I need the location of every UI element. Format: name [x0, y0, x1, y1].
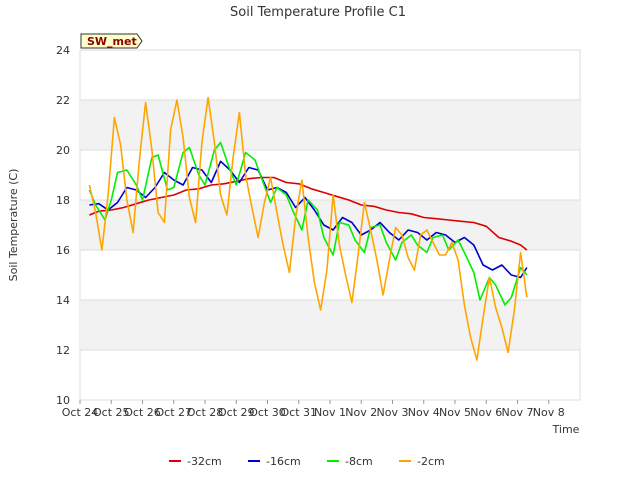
legend-label: -2cm: [417, 455, 445, 468]
y-tick-label: 24: [56, 44, 70, 57]
y-axis: 10 12 14 16 18 20 22 24: [56, 44, 70, 407]
x-tick-label: Oct 25: [93, 406, 130, 419]
x-tick-label: Oct 28: [187, 406, 224, 419]
x-tick-label: Nov 5: [439, 406, 471, 419]
x-tick-label: Nov 7: [502, 406, 534, 419]
y-tick-label: 16: [56, 244, 70, 257]
x-tick-label: Oct 26: [124, 406, 161, 419]
y-axis-title: Soil Temperature (C): [7, 169, 20, 282]
legend-label: -32cm: [187, 455, 222, 468]
badge-label: SW_met: [87, 35, 137, 48]
x-tick-label: Oct 29: [218, 406, 255, 419]
x-tick-label: Oct 30: [249, 406, 286, 419]
x-tick-label: Nov 2: [345, 406, 377, 419]
grid-band: [80, 100, 580, 150]
legend-label: -16cm: [266, 455, 301, 468]
chart-title: Soil Temperature Profile C1: [230, 5, 406, 20]
x-axis-title: Time: [552, 423, 580, 436]
x-tick-label: Nov 6: [470, 406, 502, 419]
y-tick-label: 22: [56, 94, 70, 107]
sw-met-badge: SW_met: [80, 33, 143, 49]
x-tick-label: Oct 24: [62, 406, 99, 419]
legend: -32cm -16cm -8cm -2cm: [169, 455, 445, 468]
x-tick-label: Nov 4: [408, 406, 440, 419]
legend-item: -16cm: [248, 455, 301, 468]
legend-item: -2cm: [399, 455, 445, 468]
y-tick-label: 18: [56, 194, 70, 207]
y-tick-label: 14: [56, 294, 70, 307]
badge-shape: [80, 33, 143, 49]
series-layer: [88, 96, 528, 361]
series-line-2cm: [88, 96, 528, 361]
x-tick-label: Oct 27: [155, 406, 192, 419]
plot-bands: [80, 100, 580, 350]
legend-label: -8cm: [345, 455, 373, 468]
legend-item: -8cm: [327, 455, 373, 468]
x-tick-label: Nov 8: [533, 406, 565, 419]
y-tick-label: 12: [56, 344, 70, 357]
x-tick-label: Oct 31: [280, 406, 317, 419]
x-tick-label: Nov 1: [314, 406, 346, 419]
series-line-8cm: [88, 141, 528, 306]
y-tick-label: 20: [56, 144, 70, 157]
series-line-32cm: [89, 176, 528, 251]
x-tick-label: Nov 3: [377, 406, 409, 419]
legend-item: -32cm: [169, 455, 222, 468]
y-tick-label: 10: [56, 394, 70, 407]
